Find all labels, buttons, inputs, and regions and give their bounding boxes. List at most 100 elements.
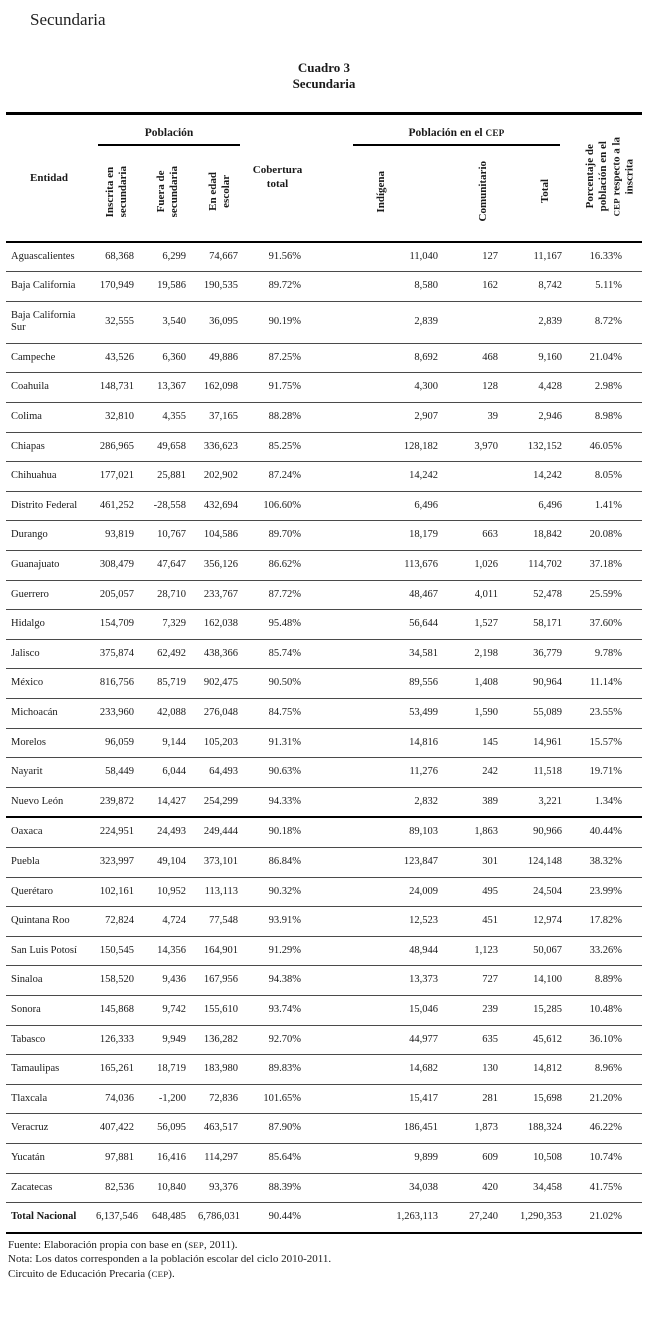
table-row: Campeche 43,526 6,360 49,886 87.25% 8,692 468 9… — [6, 342, 643, 373]
cell-fuera: -1,200 — [142, 1083, 194, 1114]
table-row: Michoacán 233,960 42,088 276,048 84.75% 53,49… — [6, 698, 643, 729]
cell-indigena: 15,417 — [309, 1083, 454, 1114]
cell-cobertura: 92.70% — [246, 1024, 309, 1055]
cell-total: 14,812 — [514, 1054, 579, 1085]
cell-indigena: 34,581 — [309, 638, 454, 669]
cell-inscrita: 308,479 — [92, 550, 142, 581]
cell-total: 90,964 — [514, 668, 579, 699]
cell-inscrita: 461,252 — [92, 490, 142, 521]
col-header-indigena-label: Indígena — [374, 170, 387, 213]
cell-comunitario: 39 — [454, 402, 514, 433]
cell-entidad: Yucatán — [6, 1142, 92, 1173]
cell-comunitario: 609 — [454, 1142, 514, 1173]
cell-fuera: 62,492 — [142, 638, 194, 669]
cell-fuera: 49,104 — [142, 846, 194, 878]
cell-cobertura: 85.64% — [246, 1142, 309, 1173]
cell-fuera: 10,952 — [142, 876, 194, 907]
table-row: Sonora 145,868 9,742 155,610 93.74% 15,046 239… — [6, 994, 643, 1026]
cell-fuera: -28,558 — [142, 490, 194, 521]
cell-inscrita: 32,810 — [92, 402, 142, 433]
cell-indigena: 1,263,113 — [309, 1202, 454, 1233]
col-header-comunitario: Comunitario — [454, 146, 514, 242]
cell-fuera: 9,144 — [142, 727, 194, 758]
cell-cobertura: 89.70% — [246, 520, 309, 551]
cell-entidad: Oaxaca — [6, 816, 92, 848]
cell-total: 11,518 — [514, 757, 579, 788]
cell-comunitario: 128 — [454, 372, 514, 403]
cell-comunitario: 2,198 — [454, 638, 514, 669]
cell-inscrita: 58,449 — [92, 757, 142, 788]
cell-fuera: 42,088 — [142, 698, 194, 729]
cell-comunitario: 27,240 — [454, 1202, 514, 1233]
cell-entidad: Hidalgo — [6, 609, 92, 640]
cell-porcentaje: 2.98% — [578, 372, 643, 403]
fuente-text-pre: Fuente: Elaboración propia con base en ( — [8, 1238, 189, 1251]
cell-indigena: 12,523 — [309, 906, 454, 937]
cell-cobertura: 87.72% — [246, 579, 309, 610]
cell-inscrita: 93,819 — [92, 520, 142, 551]
cell-edad: 183,980 — [194, 1054, 246, 1085]
cell-inscrita: 97,881 — [92, 1142, 142, 1173]
cell-total: 90,966 — [514, 816, 579, 848]
cell-inscrita: 233,960 — [92, 698, 142, 729]
cell-inscrita: 6,137,546 — [92, 1202, 142, 1233]
cell-porcentaje: 38.32% — [578, 846, 643, 878]
total-row: Total Nacional 6,137,546 648,485 6,786,031 9… — [6, 1202, 643, 1233]
cell-total: 11,167 — [514, 240, 579, 272]
cell-edad: 104,586 — [194, 520, 246, 551]
table-title-line2: Secundaria — [292, 76, 356, 91]
cell-edad: 105,203 — [194, 727, 246, 758]
table-row: Veracruz 407,422 56,095 463,517 87.90% 186,45… — [6, 1113, 643, 1144]
cell-edad: 164,901 — [194, 935, 246, 966]
cell-edad: 6,786,031 — [194, 1202, 246, 1233]
cell-cobertura: 91.56% — [246, 240, 309, 272]
cell-entidad: Nuevo León — [6, 786, 92, 818]
table-row: Durango 93,819 10,767 104,586 89.70% 18,179 66… — [6, 520, 643, 551]
cell-cobertura: 87.24% — [246, 461, 309, 492]
cell-cobertura: 88.28% — [246, 402, 309, 433]
cell-inscrita: 96,059 — [92, 727, 142, 758]
cell-total: 2,946 — [514, 402, 579, 433]
cell-indigena: 113,676 — [309, 550, 454, 581]
cell-cobertura: 91.29% — [246, 935, 309, 966]
col-header-comunitario-label: Comunitario — [477, 161, 490, 222]
cell-fuera: 10,840 — [142, 1172, 194, 1203]
cell-porcentaje: 37.60% — [578, 609, 643, 640]
cell-inscrita: 177,021 — [92, 461, 142, 492]
cell-cobertura: 93.91% — [246, 906, 309, 937]
cell-entidad: Tabasco — [6, 1024, 92, 1055]
cell-porcentaje: 33.26% — [578, 935, 643, 966]
table-row: Querétaro 102,161 10,952 113,113 90.32% 24,00… — [6, 876, 643, 907]
cell-total: 124,148 — [514, 846, 579, 878]
cell-edad: 74,667 — [194, 240, 246, 272]
cell-fuera: 648,485 — [142, 1202, 194, 1233]
table-row: Colima 32,810 4,355 37,165 88.28% 2,907 39 2,94… — [6, 402, 643, 433]
cell-indigena: 9,899 — [309, 1142, 454, 1173]
cell-inscrita: 323,997 — [92, 846, 142, 878]
cell-indigena: 48,944 — [309, 935, 454, 966]
cell-fuera: 18,719 — [142, 1054, 194, 1085]
cell-porcentaje: 1.41% — [578, 490, 643, 521]
cell-indigena: 4,300 — [309, 372, 454, 403]
cell-comunitario: 239 — [454, 994, 514, 1026]
cell-edad: 64,493 — [194, 757, 246, 788]
cell-cobertura: 85.74% — [246, 638, 309, 669]
col-header-inscrita-label: Inscrita en secundaria — [103, 165, 129, 218]
cell-entidad: Tamaulipas — [6, 1054, 92, 1085]
cell-cobertura: 91.75% — [246, 372, 309, 403]
cell-entidad: Baja California Sur — [6, 300, 92, 344]
cell-total: 2,839 — [514, 300, 579, 344]
cell-entidad: Guanajuato — [6, 550, 92, 581]
cell-indigena: 128,182 — [309, 431, 454, 462]
cell-total: 3,221 — [514, 786, 579, 818]
cell-edad: 902,475 — [194, 668, 246, 699]
cell-total: 14,961 — [514, 727, 579, 758]
cell-total: 12,974 — [514, 906, 579, 937]
cell-edad: 438,366 — [194, 638, 246, 669]
cell-fuera: 9,436 — [142, 965, 194, 996]
cell-total: 58,171 — [514, 609, 579, 640]
cell-porcentaje: 40.44% — [578, 816, 643, 848]
table-row: Chiapas 286,965 49,658 336,623 85.25% 128,182… — [6, 431, 643, 462]
cell-fuera: 56,095 — [142, 1113, 194, 1144]
cell-total: 14,242 — [514, 461, 579, 492]
